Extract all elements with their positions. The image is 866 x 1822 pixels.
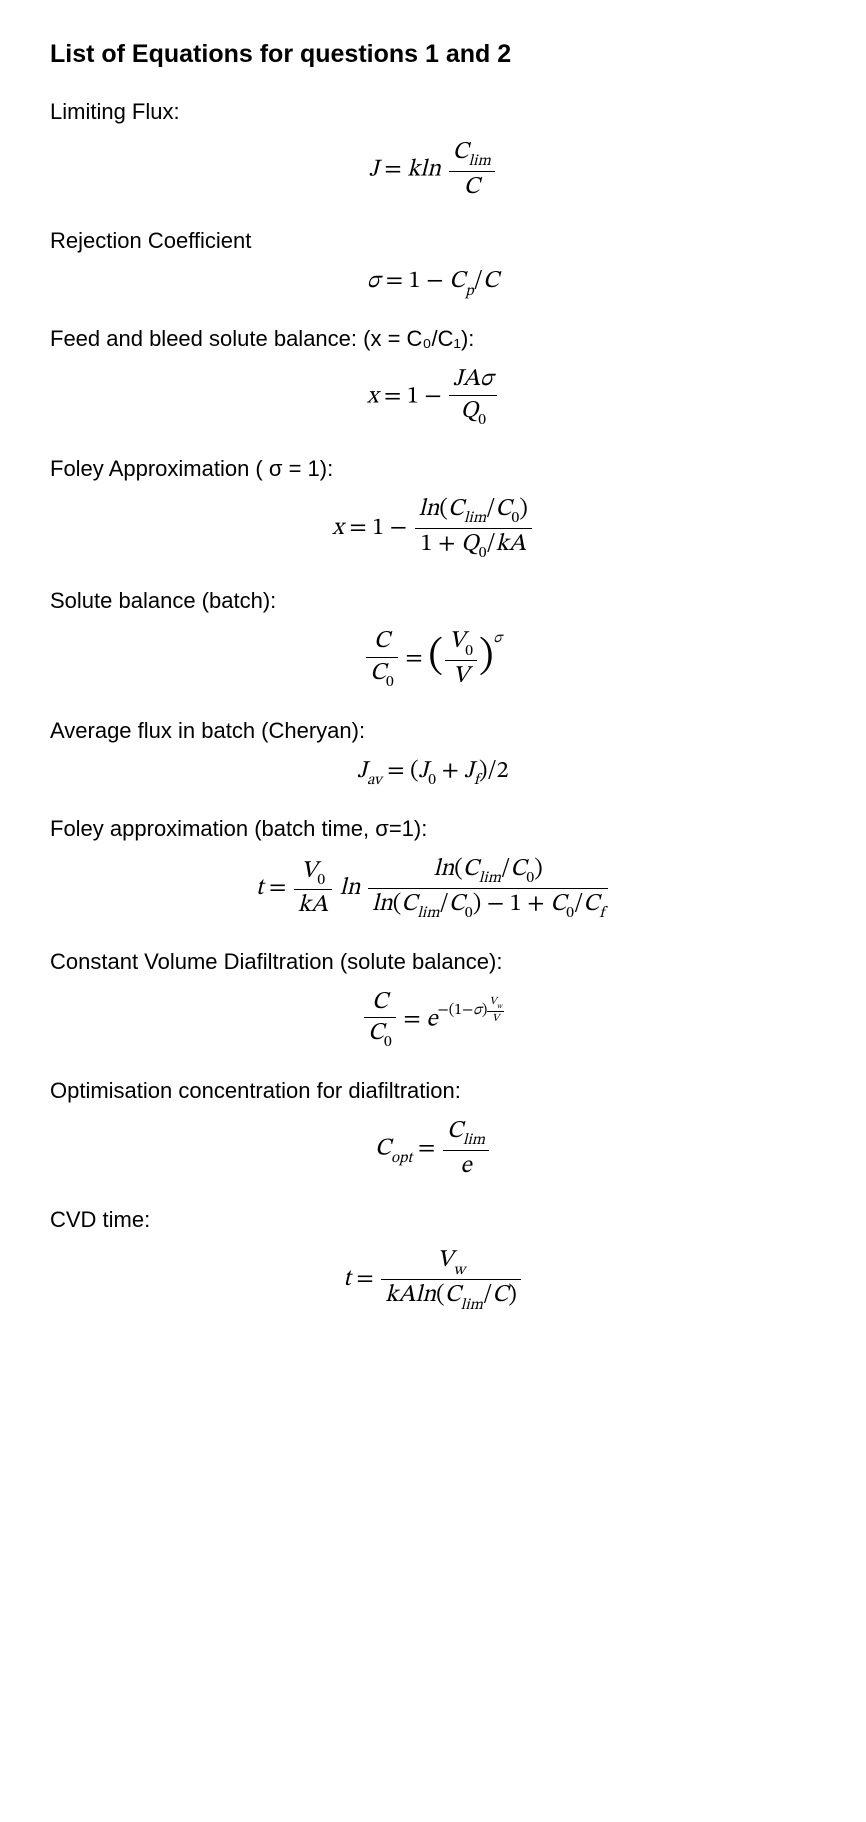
eq-rejection: σ = 1 − Cp/C (50, 268, 816, 298)
label-foley-batch-time: Foley approximation (batch time, σ=1): (50, 816, 816, 842)
label-batch-solute: Solute balance (batch): (50, 588, 816, 614)
label-cvd-solute: Constant Volume Diafiltration (solute ba… (50, 949, 816, 975)
label-limiting-flux: Limiting Flux: (50, 99, 816, 125)
eq-feed-bleed: x = 1 − JAσ Q0 (50, 366, 816, 427)
eq-foley-batch-time: t = V0 kA ln ln(Clim/C0) ln(Clim/C0) − 1… (50, 856, 816, 921)
label-avg-flux: Average flux in batch (Cheryan): (50, 718, 816, 744)
label-cvd-time: CVD time: (50, 1207, 816, 1233)
eq-c-opt: Copt = Clim e (50, 1118, 816, 1179)
eq-cvd-solute: C C0 = e−(1−σ)VwV (50, 989, 816, 1050)
eq-batch-solute: C C0 = ( V0 V )σ (50, 628, 816, 689)
label-rejection: Rejection Coefficient (50, 228, 816, 254)
eq-avg-flux: Jav = (J0 + Jf)/2 (50, 758, 816, 788)
eq-cvd-time: t = Vw kAln(Clim/C) (50, 1247, 816, 1312)
label-c-opt: Optimisation concentration for diafiltra… (50, 1078, 816, 1104)
eq-limiting-flux: J = kln Clim C (50, 139, 816, 200)
label-foley-approx: Foley Approximation ( σ = 1): (50, 456, 816, 482)
page-title: List of Equations for questions 1 and 2 (50, 40, 816, 69)
eq-foley-approx: x = 1 − ln(Clim/C0) 1 + Q0/kA (50, 496, 816, 561)
label-feed-bleed: Feed and bleed solute balance: (x = C₀/C… (50, 326, 816, 352)
